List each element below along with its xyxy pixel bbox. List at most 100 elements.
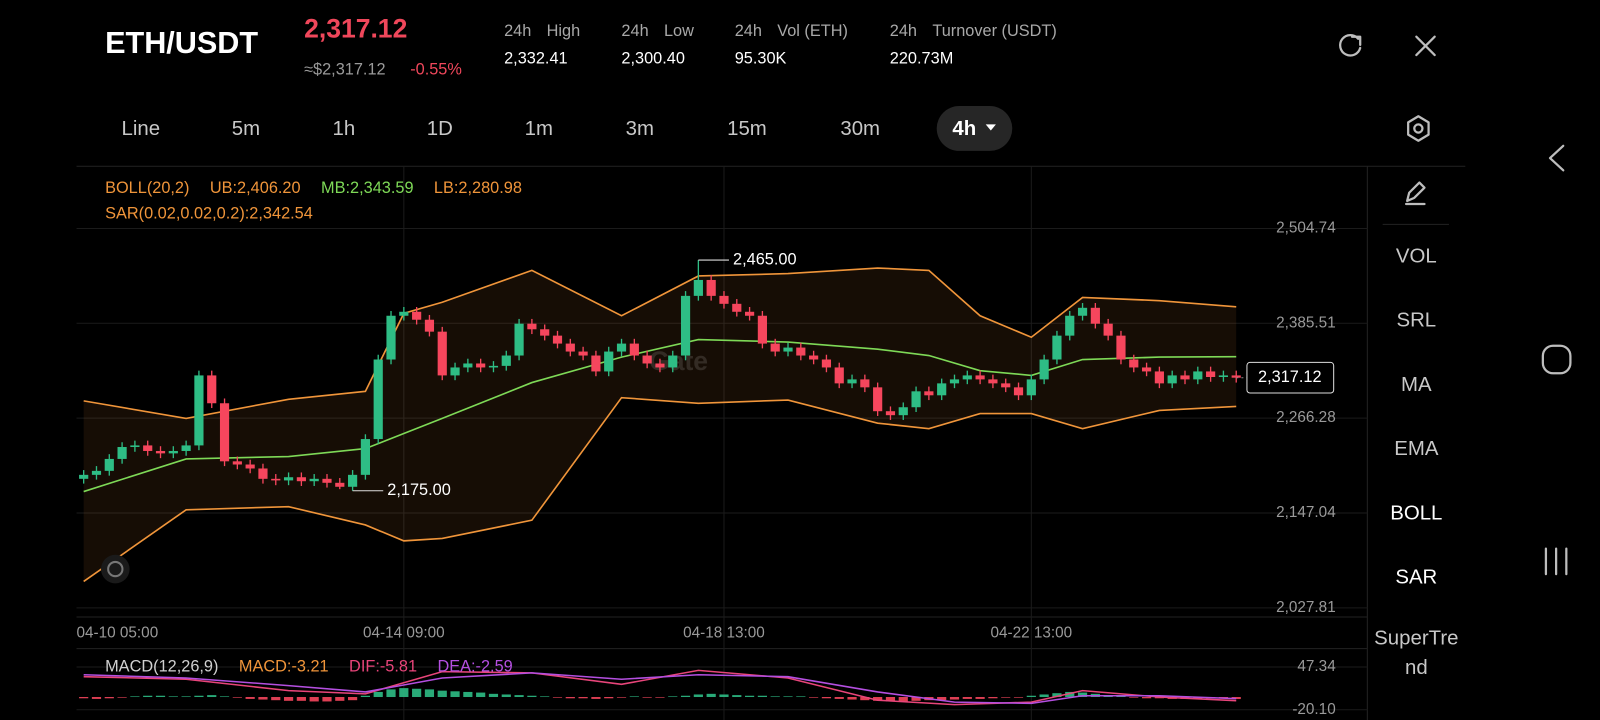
stat-value: 2,332.41 bbox=[504, 49, 568, 67]
legend-entry: MB:2,343.59 bbox=[321, 179, 414, 197]
indicator-list: VOL SRL MA EMA BOLL SAR SuperTrend bbox=[1369, 245, 1463, 689]
indicator[interactable]: MA bbox=[1401, 374, 1432, 396]
macd-bar bbox=[322, 697, 332, 702]
candle-body bbox=[1193, 371, 1203, 380]
candle-body bbox=[719, 295, 729, 304]
macd-bar bbox=[616, 697, 627, 698]
candle-body bbox=[1001, 383, 1011, 388]
timeframe[interactable]: 1D bbox=[427, 118, 453, 140]
indicator[interactable]: SRL bbox=[1396, 310, 1436, 332]
indicator[interactable]: SuperTrend bbox=[1369, 624, 1463, 689]
timeframe[interactable]: Line bbox=[122, 118, 161, 140]
timeframe[interactable]: 5m bbox=[232, 118, 260, 140]
legend-entry: LB:2,280.98 bbox=[434, 179, 522, 197]
stat-period: 24h bbox=[890, 22, 917, 40]
candle-body bbox=[117, 447, 127, 459]
macd-bar bbox=[642, 697, 652, 698]
settings-icon[interactable] bbox=[1407, 115, 1430, 142]
macd-bar bbox=[873, 697, 883, 701]
macd-bar bbox=[949, 697, 960, 700]
macd-bar bbox=[809, 697, 819, 698]
price: 2,317.12 bbox=[304, 14, 407, 44]
stat-period: 24h bbox=[504, 22, 531, 40]
stats: 24h High 2,332.41 24h Low 2,300.40 24h Vol (ETH… bbox=[504, 22, 1057, 68]
timeframe[interactable]: 30m bbox=[840, 118, 880, 140]
macd-bar bbox=[1065, 691, 1075, 698]
nav-back[interactable] bbox=[1548, 144, 1565, 172]
candle-body bbox=[668, 355, 678, 368]
nav-home[interactable] bbox=[1541, 344, 1572, 375]
timeframe[interactable]: 3m bbox=[626, 118, 654, 140]
band-fill bbox=[83, 268, 1237, 582]
indicator[interactable]: BOLL bbox=[1390, 502, 1442, 524]
candle-body bbox=[104, 458, 114, 471]
candle-body bbox=[168, 450, 178, 454]
legend-entry: MACD:-3.21 bbox=[239, 657, 329, 675]
approx-price: ≈$2,317.12 bbox=[304, 61, 386, 79]
macd-bar bbox=[719, 694, 729, 698]
timeframe[interactable]: 1m bbox=[525, 118, 553, 140]
y-tick-label: 2,266.28 bbox=[1276, 409, 1336, 426]
stat-period: 24h bbox=[621, 22, 648, 40]
candle-body bbox=[335, 482, 345, 487]
candle-body bbox=[1167, 375, 1177, 384]
dropdown-caret[interactable] bbox=[985, 124, 996, 131]
candle-body bbox=[348, 474, 358, 487]
macd-bar bbox=[386, 689, 396, 698]
x-tick-label: 04-10 05:00 bbox=[77, 624, 159, 641]
candle-body bbox=[437, 331, 447, 376]
candle-body bbox=[770, 343, 780, 352]
candle-body bbox=[591, 355, 601, 372]
pair: ETH/USDT bbox=[105, 26, 258, 60]
macd-bar bbox=[937, 697, 947, 701]
macd-bar bbox=[655, 697, 665, 698]
indicator-label[interactable]: SuperTrend bbox=[1374, 627, 1459, 680]
candle-body bbox=[1116, 335, 1126, 360]
macd-bar bbox=[424, 689, 435, 698]
macd-bar bbox=[770, 696, 780, 698]
macd-chart: 47.34 -20.10 MACD(12,26,9) MACD:-3.21 DIF:-5… bbox=[76, 657, 1368, 718]
y-tick-label: 2,504.74 bbox=[1276, 220, 1336, 237]
macd-bar bbox=[181, 696, 191, 698]
timeframe[interactable]: 4h bbox=[952, 118, 976, 140]
candle-body bbox=[885, 411, 896, 416]
candle-body bbox=[552, 335, 563, 344]
candle-body bbox=[821, 359, 832, 368]
candle-body bbox=[604, 351, 614, 372]
macd-bar bbox=[219, 696, 230, 698]
candle-body bbox=[1180, 375, 1190, 380]
legend-entry: DEA:-2.59 bbox=[437, 657, 512, 675]
legend-entry: DIF:-5.81 bbox=[349, 657, 417, 675]
indicator[interactable]: EMA bbox=[1394, 438, 1439, 460]
candle-body bbox=[847, 379, 857, 384]
indicator[interactable]: SAR bbox=[1395, 567, 1437, 589]
indicator-title: SAR(0.02,0.02,0.2):2,342.54 bbox=[105, 204, 313, 222]
band-line bbox=[83, 396, 1237, 583]
macd-bar bbox=[335, 697, 345, 701]
macd-bar bbox=[348, 697, 358, 701]
stat-value: 220.73M bbox=[890, 49, 954, 67]
macd-bar bbox=[207, 695, 217, 698]
indicator[interactable]: VOL bbox=[1396, 245, 1437, 267]
candle-body bbox=[271, 478, 281, 481]
macd-line bbox=[83, 669, 1237, 706]
candle-body bbox=[1129, 359, 1139, 368]
macd-bar bbox=[309, 697, 319, 702]
close-icon[interactable] bbox=[1415, 35, 1436, 57]
timeframe[interactable]: 1h bbox=[333, 118, 356, 140]
candle-body bbox=[360, 439, 370, 475]
candle-body bbox=[412, 311, 422, 320]
share-icon[interactable] bbox=[1339, 34, 1362, 57]
timeframe-pill[interactable] bbox=[936, 106, 1013, 151]
macd-bar bbox=[296, 697, 306, 701]
macd-bar bbox=[373, 691, 383, 698]
edit-icon[interactable] bbox=[1405, 181, 1426, 206]
timeframe[interactable]: 15m bbox=[727, 118, 767, 140]
chart-logo-icon bbox=[101, 554, 130, 584]
candle-body bbox=[476, 363, 486, 368]
nav-recents[interactable] bbox=[1544, 547, 1568, 576]
y-tick-label: 2,027.81 bbox=[1276, 599, 1336, 616]
watermark: Gate bbox=[649, 346, 708, 376]
indicator-title: BOLL(20,2) bbox=[105, 179, 189, 197]
